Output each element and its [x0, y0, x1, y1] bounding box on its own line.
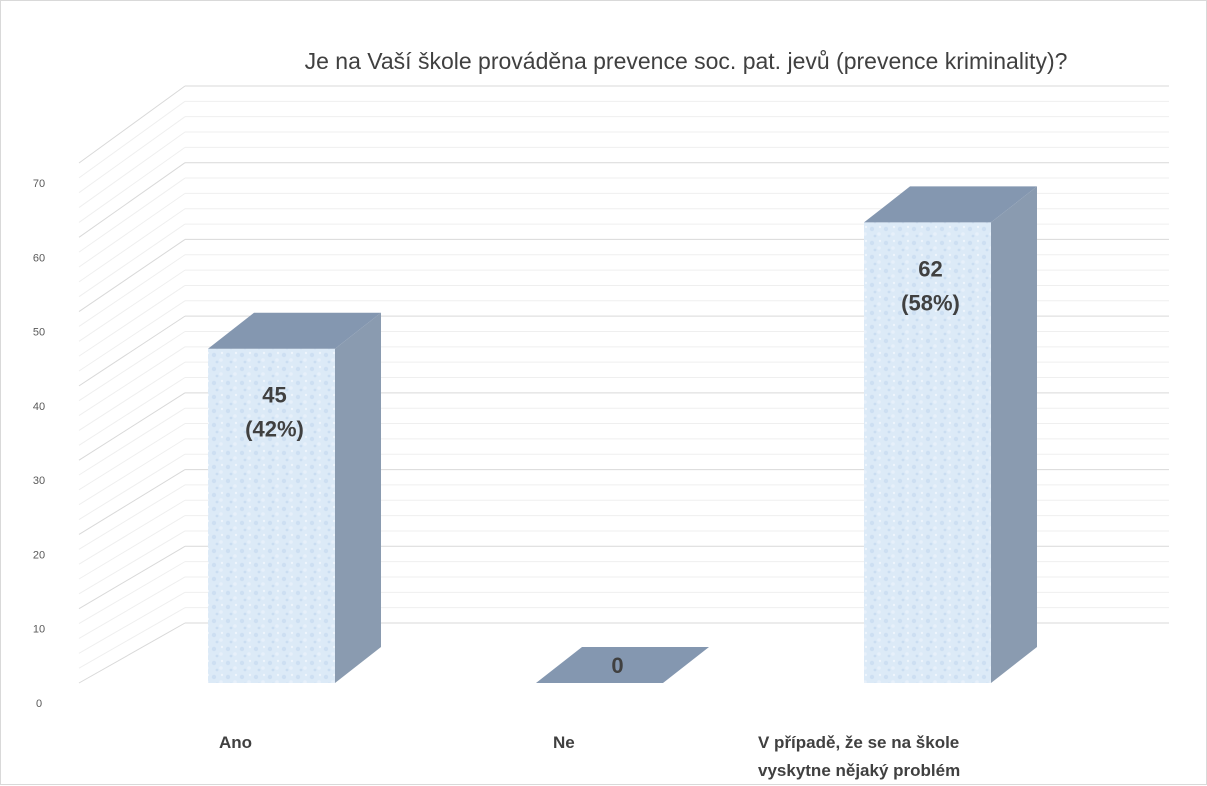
- bars: 45 (42%) 0 62 (58%): [208, 186, 1037, 683]
- gridline-side-minor: [79, 209, 185, 282]
- bar-1: 45 (42%): [208, 313, 381, 683]
- gridline-side-minor: [79, 577, 185, 638]
- x-category-label: Ne: [553, 733, 575, 752]
- y-tick-label: 20: [33, 549, 45, 561]
- gridline-side-minor: [79, 224, 185, 297]
- bar-3: 62 (58%): [864, 186, 1037, 683]
- y-tick-label: 10: [33, 624, 45, 636]
- data-label: (58%): [901, 290, 960, 315]
- gridline-side-minor: [79, 362, 185, 430]
- bar-side: [335, 313, 381, 683]
- gridline-side-major: [79, 623, 185, 683]
- gridline-side-minor: [79, 132, 185, 208]
- gridline-side-major: [79, 239, 185, 311]
- gridline-side-minor: [79, 347, 185, 416]
- data-label: 45: [262, 383, 286, 408]
- gridline-side-major: [79, 316, 185, 386]
- gridline-side-minor: [79, 301, 185, 371]
- data-label: 62: [918, 256, 942, 281]
- y-tick-label: 60: [33, 252, 45, 264]
- gridline-side-minor: [79, 285, 185, 356]
- y-tick-label: 50: [33, 327, 45, 339]
- y-tick-label: 40: [33, 401, 45, 413]
- gridline-side-minor: [79, 270, 185, 341]
- gridline-side-minor: [79, 178, 185, 252]
- gridline-side-minor: [79, 562, 185, 624]
- y-axis-ticks: 0 10 20 30 40 50 60 70: [33, 178, 45, 710]
- gridline-side-minor: [79, 531, 185, 594]
- y-tick-label: 70: [33, 178, 45, 190]
- gridline-side-minor: [79, 117, 185, 193]
- x-category-label: Ano: [219, 733, 252, 752]
- chart-title: Je na Vaší škole prováděna prevence soc.…: [305, 48, 1068, 74]
- gridline-side-major: [79, 546, 185, 608]
- x-axis-labels: Ano Ne V případě, že se na škole vyskytne n…: [219, 733, 960, 780]
- gridline-side-minor: [79, 592, 185, 653]
- gridline-side-minor: [79, 408, 185, 475]
- bar-2: 0: [536, 647, 709, 683]
- y-tick-label: 0: [36, 698, 42, 710]
- gridline-side-major: [79, 86, 185, 163]
- gridline-side-major: [79, 163, 185, 238]
- gridline-side-minor: [79, 147, 185, 222]
- gridline-side-minor: [79, 331, 185, 400]
- bar-side: [991, 186, 1037, 683]
- gridline-side-major: [79, 393, 185, 460]
- gridline-side-minor: [79, 193, 185, 267]
- x-category-label: V případě, že se na škole: [758, 733, 959, 752]
- gridline-side-minor: [79, 101, 185, 178]
- data-label: 0: [611, 653, 623, 678]
- y-tick-label: 30: [33, 475, 45, 487]
- gridline-side-minor: [79, 608, 185, 668]
- gridline-side-minor: [79, 424, 185, 490]
- x-category-label: vyskytne nějaký problém: [758, 761, 960, 780]
- data-label: (42%): [245, 417, 304, 442]
- gridline-side-minor: [79, 378, 185, 446]
- gridline-side-minor: [79, 255, 185, 327]
